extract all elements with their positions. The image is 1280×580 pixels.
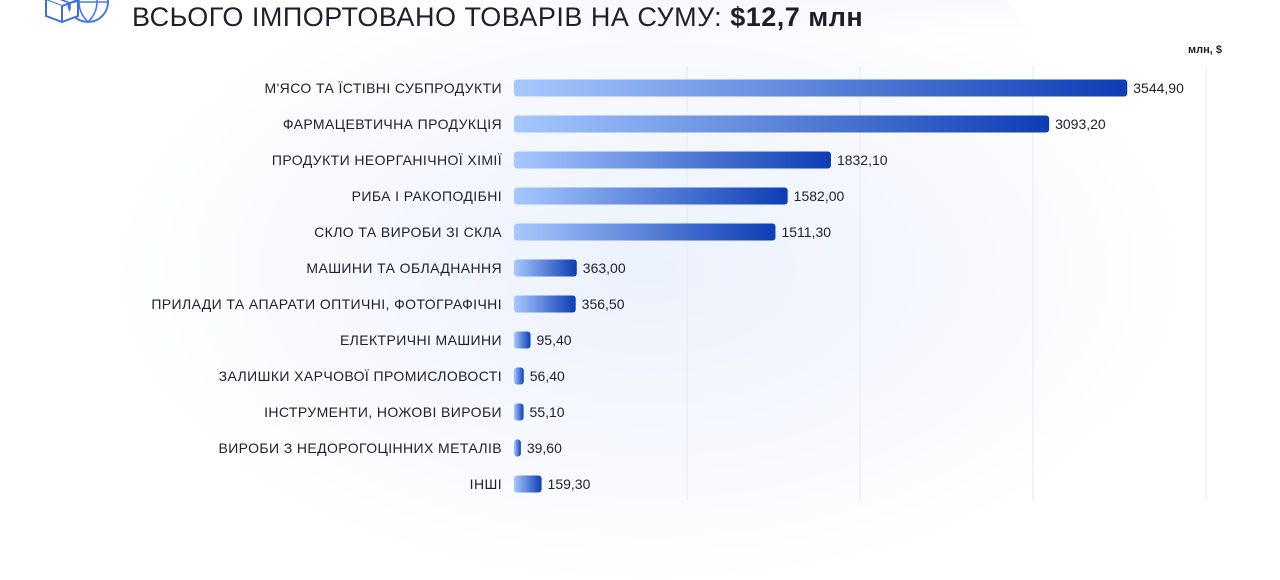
title-prefix: ВСЬОГО ІМПОРТОВАНО ТОВАРІВ НА СУМУ: <box>132 2 731 32</box>
bar <box>514 259 577 277</box>
value-label: 39,60 <box>527 440 562 456</box>
value-label: 363,00 <box>583 260 626 276</box>
category-label: ВИРОБИ З НЕДОРОГОЦІННИХ МЕТАЛІВ <box>218 440 502 456</box>
bar <box>514 79 1128 97</box>
value-label: 95,40 <box>537 332 572 348</box>
value-label: 356,50 <box>582 296 625 312</box>
value-label: 3093,20 <box>1055 116 1106 132</box>
category-label: РИБА І РАКОПОДІБНІ <box>352 188 502 204</box>
unit-label: млн, $ <box>1188 44 1222 56</box>
category-label: ФАРМАЦЕВТИЧНА ПРОДУКЦІЯ <box>283 116 502 132</box>
bar-chart: М'ЯСО ТА ЇСТІВНІ СУБПРОДУКТИ 3544,90 ФАРМА… <box>151 66 1207 500</box>
value-label: 55,10 <box>530 404 565 420</box>
category-label: М'ЯСО ТА ЇСТІВНІ СУБПРОДУКТИ <box>265 80 502 96</box>
value-label: 1832,10 <box>837 152 888 168</box>
box-globe-icon <box>45 0 109 23</box>
bar <box>514 403 524 421</box>
bar <box>514 223 776 241</box>
value-label: 159,30 <box>548 476 591 492</box>
category-label: МАШИНИ ТА ОБЛАДНАННЯ <box>306 260 502 276</box>
category-label: ЕЛЕКТРИЧНІ МАШИНИ <box>340 332 502 348</box>
category-label: СКЛО ТА ВИРОБИ ЗІ СКЛА <box>314 224 502 240</box>
category-label: ІНСТРУМЕНТИ, НОЖОВІ ВИРОБИ <box>264 404 502 420</box>
bar <box>514 115 1050 133</box>
title-total: $12,7 млн <box>730 2 864 32</box>
bar <box>514 151 831 169</box>
value-label: 1511,30 <box>781 224 831 240</box>
bar <box>514 295 576 313</box>
value-label: 3544,90 <box>1133 80 1184 96</box>
page-title: ВСЬОГО ІМПОРТОВАНО ТОВАРІВ НА СУМУ: $12,… <box>132 2 863 33</box>
bar <box>514 331 531 349</box>
category-label: ЗАЛИШКИ ХАРЧОВОЇ ПРОМИСЛОВОСТІ <box>219 368 502 384</box>
category-label: ПРОДУКТИ НЕОРГАНІЧНОЇ ХІМІЇ <box>272 152 502 168</box>
value-label: 1582,00 <box>794 188 845 204</box>
bar <box>514 367 524 385</box>
bar <box>514 439 521 457</box>
category-label: ПРИЛАДИ ТА АПАРАТИ ОПТИЧНІ, ФОТОГРАФІЧНІ <box>151 296 502 312</box>
category-label: ІНШІ <box>470 476 502 492</box>
value-label: 56,40 <box>530 368 565 384</box>
bar <box>514 475 542 493</box>
bar <box>514 187 788 205</box>
